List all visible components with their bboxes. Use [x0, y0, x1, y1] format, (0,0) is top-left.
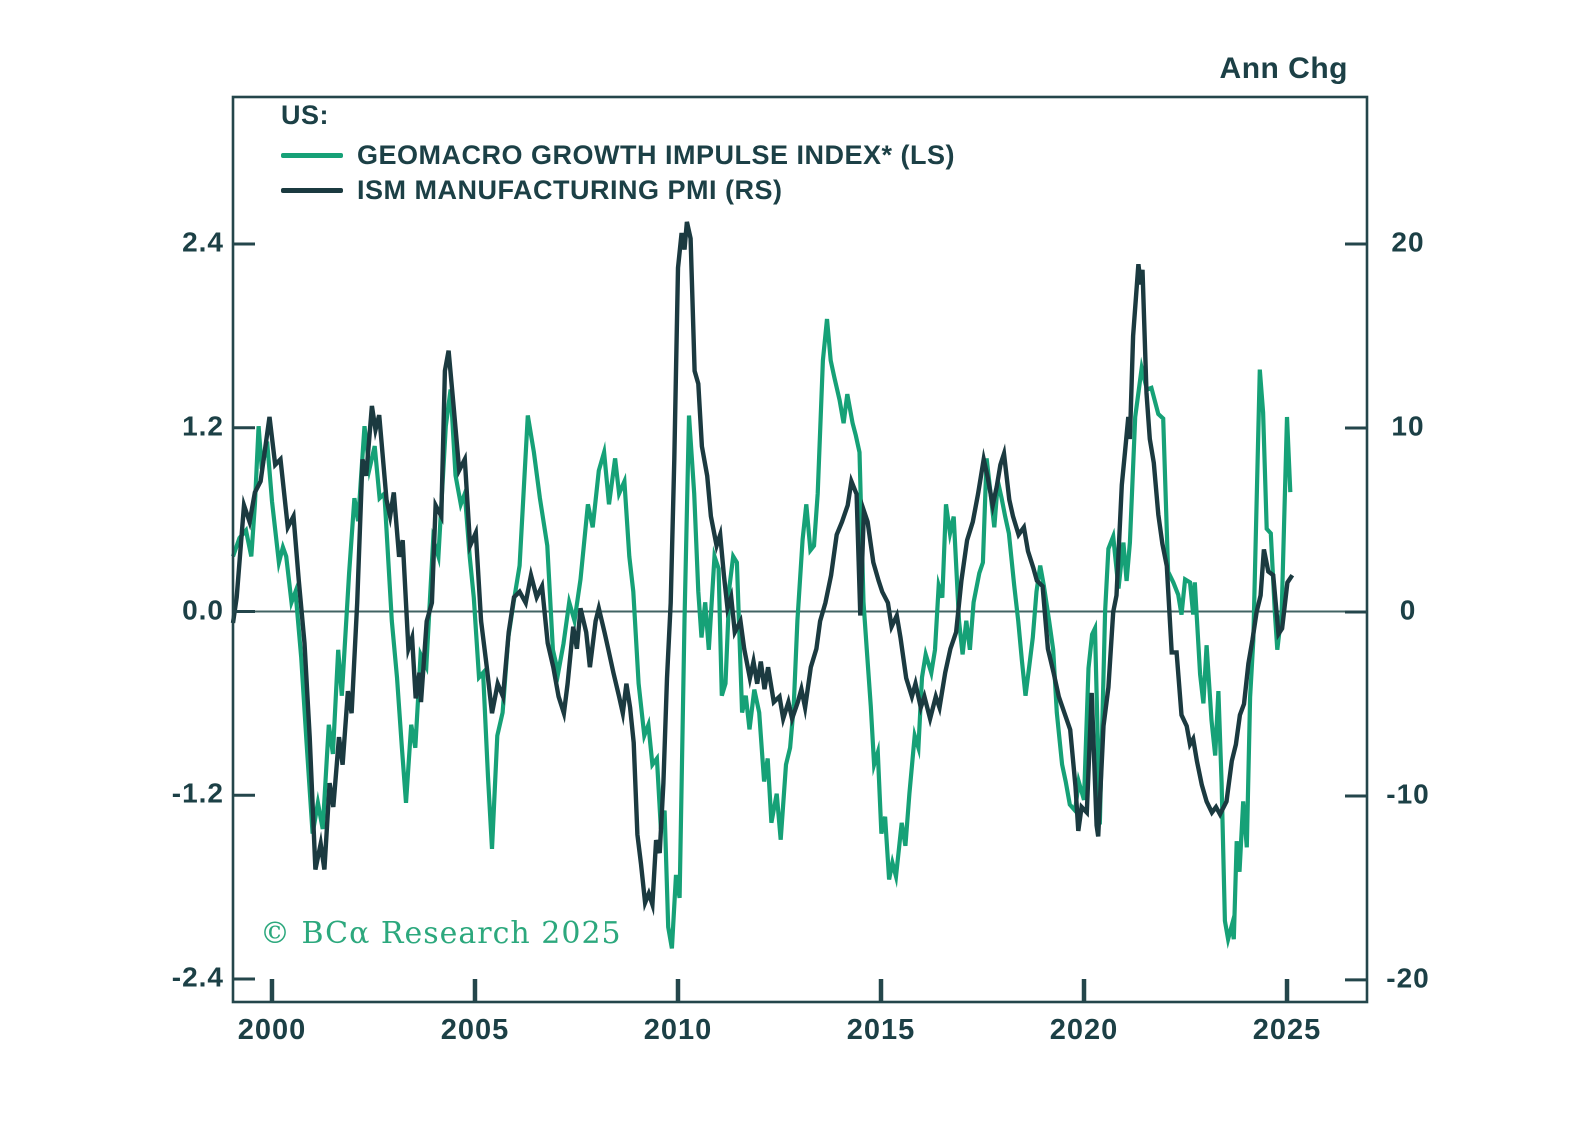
- legend-group-label: US:: [281, 100, 329, 130]
- right-axis-title: Ann Chg: [1219, 52, 1348, 85]
- right-axis-tick-label: 10: [1391, 410, 1425, 442]
- x-axis-tick-label: 2015: [846, 1014, 916, 1046]
- legend-label-geomacro: GEOMACRO GROWTH IMPULSE INDEX* (LS): [357, 140, 955, 170]
- x-axis-tick-label: 2005: [440, 1014, 510, 1046]
- x-axis-tick-label: 2020: [1049, 1014, 1119, 1046]
- legend-swatch-geomacro-line: [281, 153, 343, 158]
- plot-border: [231, 95, 1369, 1004]
- right-axis-tick-label: 0: [1399, 594, 1417, 626]
- series-line-ism: [230, 221, 1295, 917]
- left-axis-tick-label: -1.2: [171, 777, 224, 809]
- right-axis-tick-label: -10: [1386, 778, 1430, 810]
- legend-swatch-ism-line: [281, 188, 343, 193]
- legend-label-ism: ISM MANUFACTURING PMI (RS): [357, 175, 783, 205]
- x-axis-tick-label: 2000: [237, 1014, 307, 1046]
- left-axis-tick-label: 2.4: [182, 226, 224, 258]
- right-axis-tick-label: 20: [1391, 226, 1425, 258]
- legend-item-ism: ISM MANUFACTURING PMI (RS): [281, 173, 955, 208]
- legend-item-geomacro: GEOMACRO GROWTH IMPULSE INDEX* (LS): [281, 138, 955, 173]
- x-axis-tick-label: 2025: [1252, 1014, 1322, 1046]
- left-axis-tick-label: 0.0: [182, 594, 224, 626]
- copyright: © BCα Research 2025: [260, 916, 622, 951]
- right-axis-tick-label: -20: [1386, 962, 1430, 994]
- left-axis-tick-label: -2.4: [171, 961, 224, 993]
- legend: US: GEOMACRO GROWTH IMPULSE INDEX* (LS) …: [281, 100, 955, 208]
- left-axis-tick-label: 1.2: [182, 410, 224, 442]
- x-axis-tick-label: 2010: [643, 1014, 713, 1046]
